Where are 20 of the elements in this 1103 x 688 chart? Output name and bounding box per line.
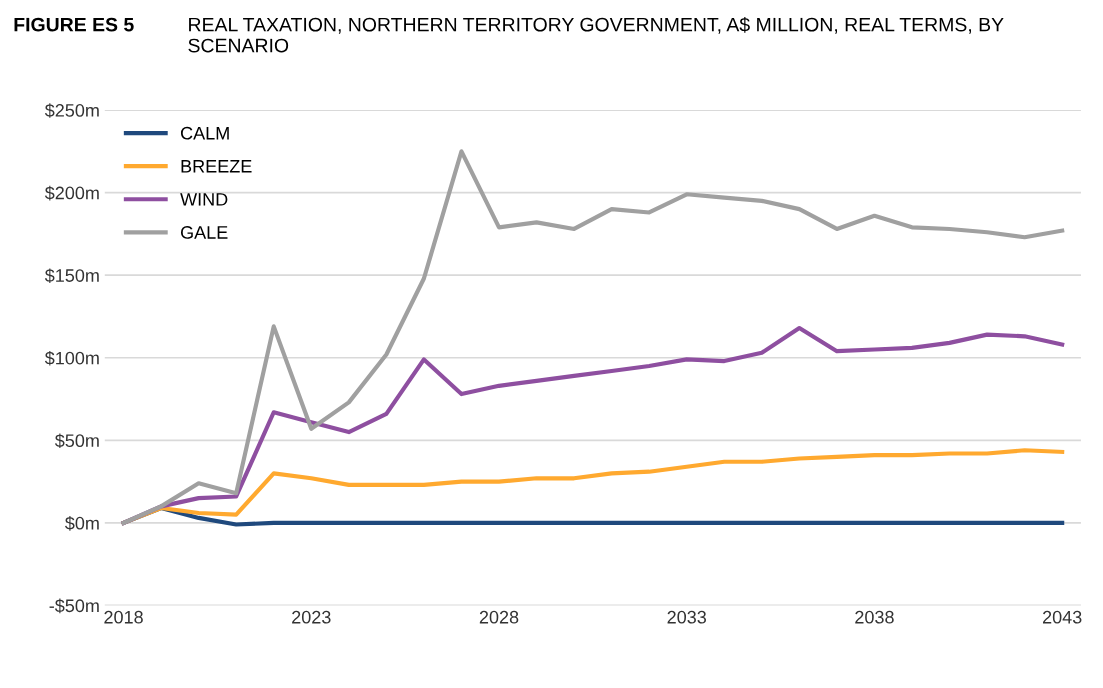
x-tick-label: 2018: [104, 610, 143, 624]
chart-subtitle: REAL TAXATION, NORTHERN TERRITORY GOVERNMENT, A$ MILLION, REAL TERMS, BY SCENARIO: [188, 16, 1004, 53]
y-tick-label: $0m: [65, 516, 99, 531]
x-tick-label: 2033: [667, 610, 707, 624]
y-tick-label: $200m: [44, 185, 99, 201]
line-series: [121, 149, 1065, 525]
y-tick-label: $100m: [44, 350, 99, 366]
legend-label: CALM: [181, 126, 229, 140]
x-tick-label: 2028: [479, 610, 519, 624]
y-tick-label: $250m: [44, 103, 99, 118]
x-tick-label: 2043: [1043, 610, 1082, 624]
x-tick-label: 2023: [292, 610, 331, 624]
legend-label: BREEZE: [181, 160, 252, 173]
y-tick-label: -$50m: [49, 598, 99, 614]
y-tick-label: $150m: [44, 268, 99, 283]
y-tick-label: $50m: [54, 433, 99, 449]
x-tick-label: 2038: [855, 610, 894, 624]
chart-title: FIGURE ES 5: [14, 17, 134, 32]
legend-label: WIND: [180, 193, 228, 206]
legend-label: GALE: [180, 226, 228, 239]
